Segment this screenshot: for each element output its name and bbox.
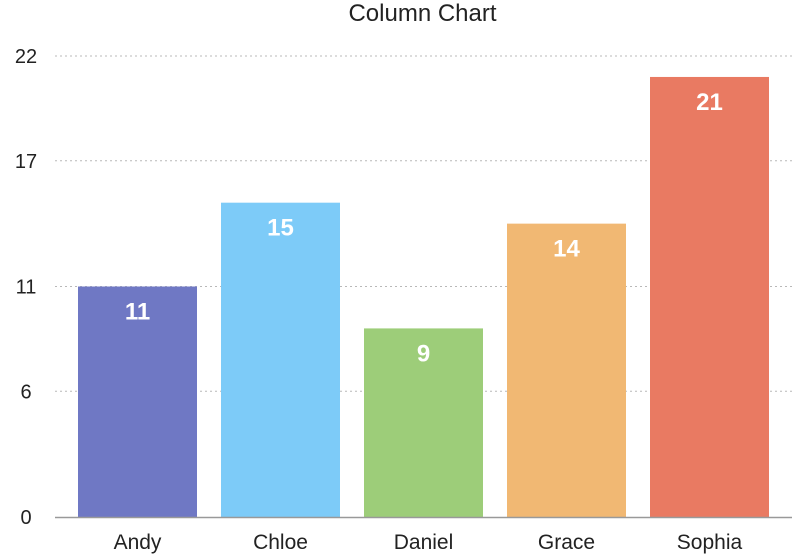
x-tick-label: Grace bbox=[538, 531, 595, 554]
data-labels: 11 15 9 14 21 bbox=[125, 89, 723, 367]
bars bbox=[78, 76, 769, 518]
y-tick-label: 17 bbox=[15, 151, 37, 173]
data-label-grace: 14 bbox=[553, 236, 580, 263]
bar-sophia bbox=[650, 76, 769, 518]
y-tick-label: 22 bbox=[15, 46, 37, 68]
bar-daniel bbox=[364, 328, 483, 517]
x-tick-label: Sophia bbox=[677, 531, 743, 554]
x-axis-ticks: Andy Chloe Daniel Grace Sophia bbox=[114, 531, 743, 554]
x-tick-label: Chloe bbox=[253, 531, 308, 554]
x-tick-label: Andy bbox=[114, 531, 162, 554]
data-label-andy: 11 bbox=[125, 299, 150, 326]
bar-andy bbox=[78, 286, 197, 517]
y-tick-label: 0 bbox=[20, 507, 31, 529]
x-tick-label: Daniel bbox=[394, 531, 454, 554]
data-label-chloe: 15 bbox=[267, 215, 294, 242]
chart-title: Column Chart bbox=[348, 0, 497, 27]
y-tick-label: 11 bbox=[16, 277, 37, 299]
bar-grace bbox=[507, 223, 626, 518]
bar-chloe bbox=[221, 202, 340, 517]
y-axis-ticks: 0 6 11 17 22 bbox=[15, 46, 37, 529]
data-label-daniel: 9 bbox=[417, 340, 430, 367]
data-label-sophia: 21 bbox=[696, 89, 723, 116]
y-tick-label: 6 bbox=[20, 381, 31, 403]
